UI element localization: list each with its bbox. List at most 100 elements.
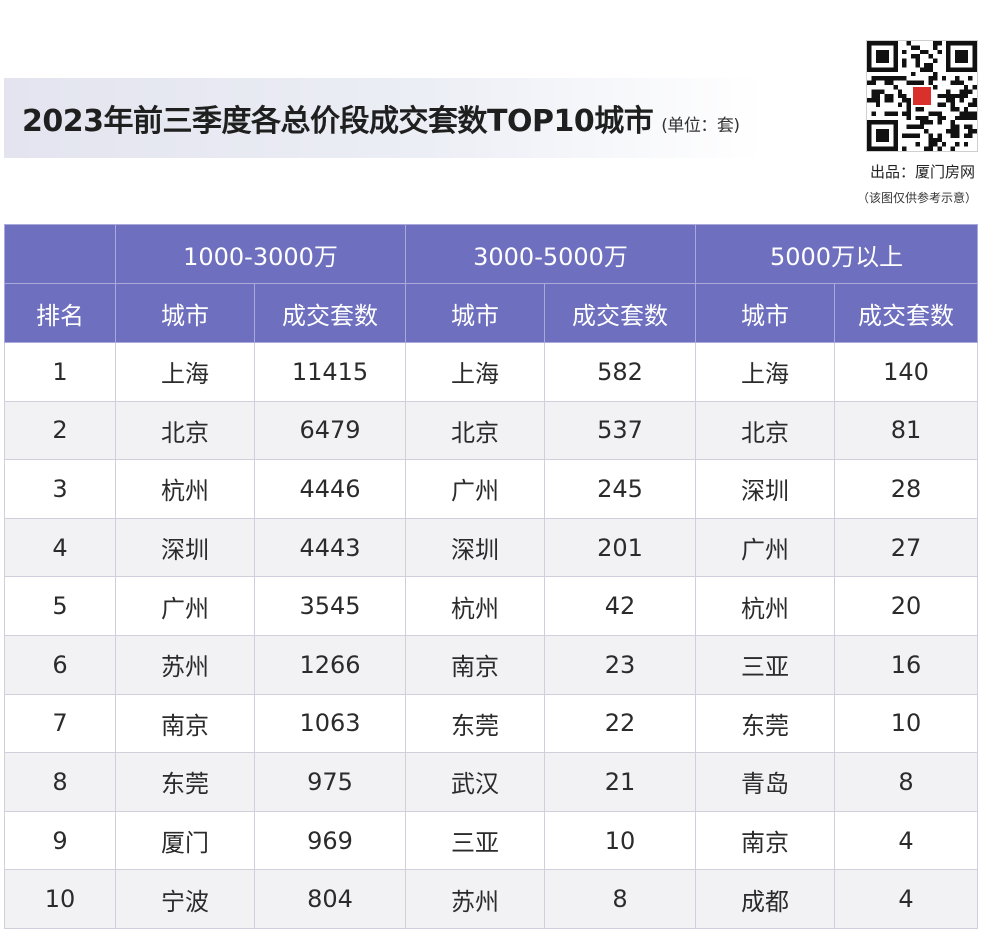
qr-module xyxy=(937,111,942,116)
qr-module xyxy=(902,58,907,63)
table-cell: 245 xyxy=(544,459,697,519)
qr-module xyxy=(972,115,977,121)
qr-module xyxy=(875,89,881,94)
qr-module xyxy=(906,102,911,107)
qr-module xyxy=(924,146,929,151)
table-cell: 5 xyxy=(4,576,116,636)
table-cell: 804 xyxy=(253,869,407,929)
table-cell: 杭州 xyxy=(115,459,255,519)
qr-module xyxy=(928,137,933,143)
qr-module xyxy=(950,98,955,103)
table-cell: 4 xyxy=(834,869,979,929)
qr-module xyxy=(963,85,969,90)
table-row: 8 东莞 975 武汉 21 青岛 8 xyxy=(4,752,979,812)
qr-module xyxy=(950,133,955,138)
qr-module xyxy=(950,107,955,112)
qr-module xyxy=(972,98,977,103)
qr-module xyxy=(963,142,969,147)
table-cell: 东莞 xyxy=(115,752,255,812)
qr-module xyxy=(955,80,960,85)
qr-module xyxy=(959,93,964,99)
table-cell: 北京 xyxy=(405,400,546,461)
qr-module xyxy=(955,107,960,112)
qr-module xyxy=(941,115,947,121)
qr-module xyxy=(963,93,969,99)
table-cell: 10 xyxy=(544,810,697,871)
qr-module xyxy=(915,58,920,63)
table-cell: 4 xyxy=(4,517,116,578)
qr-module xyxy=(919,115,925,121)
table-cell: 三亚 xyxy=(405,810,546,871)
table-cell: 16 xyxy=(834,634,979,695)
column-header: 城市 xyxy=(695,283,836,343)
qr-module xyxy=(959,80,964,85)
table-cell: 42 xyxy=(544,576,697,636)
qr-module xyxy=(924,67,929,72)
qr-module xyxy=(867,98,872,103)
qr-module xyxy=(893,76,898,81)
group-header-blank xyxy=(4,224,116,284)
qr-module xyxy=(924,115,929,121)
qr-module xyxy=(911,45,916,50)
qr-module xyxy=(928,133,933,138)
qr-module xyxy=(924,49,929,55)
table-cell: 28 xyxy=(834,459,979,519)
qr-module xyxy=(867,80,872,85)
table-cell: 6479 xyxy=(253,400,407,461)
qr-module xyxy=(963,124,969,129)
qr-module xyxy=(911,54,916,59)
qr-module xyxy=(906,111,911,116)
qr-module xyxy=(928,111,933,116)
table-cell: 27 xyxy=(834,517,979,578)
qr-module xyxy=(937,137,942,143)
qr-module xyxy=(911,71,916,77)
table-cell: 深圳 xyxy=(405,517,546,578)
qr-module xyxy=(959,115,964,121)
qr-module xyxy=(884,93,889,99)
table-cell: 厦门 xyxy=(115,810,255,871)
table-cell: 8 xyxy=(834,752,979,812)
qr-module xyxy=(871,76,876,81)
qr-module xyxy=(871,80,876,85)
qr-module xyxy=(906,124,911,129)
qr-module xyxy=(928,80,933,85)
qr-module xyxy=(950,146,955,151)
qr-module xyxy=(968,76,973,81)
qr-module xyxy=(884,98,889,103)
qr-module xyxy=(893,85,898,90)
table-row: 7 南京 1063 东莞 22 东莞 10 xyxy=(4,693,979,754)
column-header: 成交套数 xyxy=(253,283,407,343)
qr-module xyxy=(915,142,920,147)
qr-finder xyxy=(875,129,889,143)
table-cell: 9 xyxy=(4,810,116,871)
table-cell: 广州 xyxy=(695,517,836,578)
qr-module xyxy=(902,146,907,151)
qr-module xyxy=(915,80,920,85)
table-cell: 广州 xyxy=(405,459,546,519)
qr-module xyxy=(915,133,920,138)
table-cell: 537 xyxy=(544,400,697,461)
qr-module xyxy=(933,85,938,90)
qr-module xyxy=(933,76,938,81)
table-cell: 武汉 xyxy=(405,752,546,812)
column-header: 城市 xyxy=(115,283,255,343)
table-cell: 杭州 xyxy=(695,576,836,636)
qr-module xyxy=(933,142,938,147)
table-cell: 10 xyxy=(4,869,116,929)
qr-module xyxy=(959,111,964,116)
qr-module xyxy=(963,89,969,94)
qr-module xyxy=(902,98,907,103)
data-table: 1000-3000万 3000-5000万 5000万以上 排名 城市 成交套数… xyxy=(4,224,979,929)
qr-module xyxy=(928,63,933,68)
table-cell: 东莞 xyxy=(405,693,546,754)
qr-module xyxy=(880,76,885,81)
qr-module xyxy=(911,133,916,138)
qr-module xyxy=(928,76,933,81)
qr-module xyxy=(955,133,960,138)
qr-module xyxy=(950,80,955,85)
qr-module xyxy=(941,93,947,99)
table-cell: 975 xyxy=(253,752,407,812)
qr-module xyxy=(928,67,933,72)
qr-module xyxy=(906,80,911,85)
qr-module xyxy=(928,146,933,151)
